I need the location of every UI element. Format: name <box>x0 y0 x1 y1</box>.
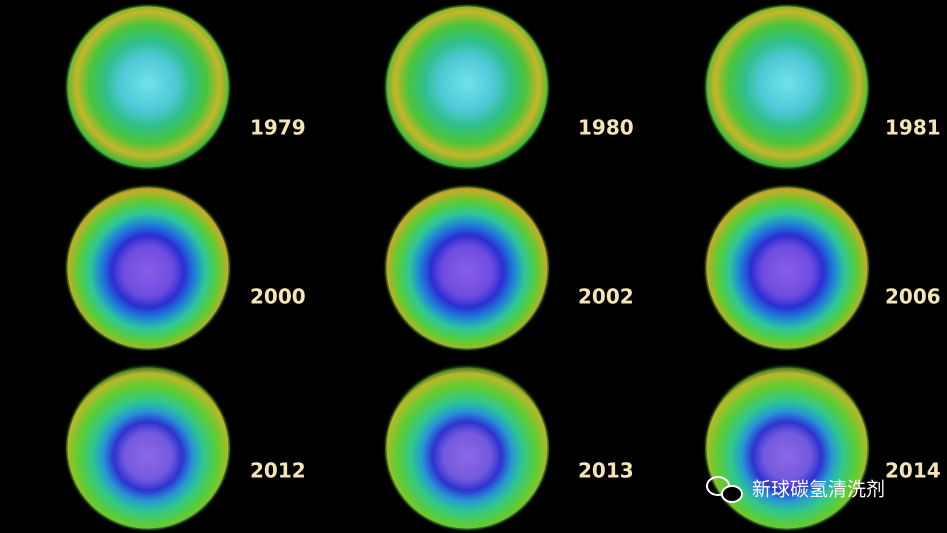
globe-shade <box>64 184 232 352</box>
globe <box>385 5 549 169</box>
year-label: 2006 <box>885 285 941 309</box>
globe <box>385 366 549 530</box>
year-label: 1979 <box>250 116 306 140</box>
globe <box>705 5 869 169</box>
year-label: 1981 <box>885 116 941 140</box>
year-label: 2013 <box>578 459 634 483</box>
globe-shade <box>703 364 871 532</box>
globe <box>66 186 230 350</box>
year-label: 2000 <box>250 285 306 309</box>
globe <box>66 366 230 530</box>
year-label: 2014 <box>885 459 941 483</box>
globe-shade <box>383 3 551 171</box>
globe-shade <box>703 184 871 352</box>
globe <box>66 5 230 169</box>
globe-shade <box>703 3 871 171</box>
year-label: 1980 <box>578 116 634 140</box>
year-label: 2012 <box>250 459 306 483</box>
globe <box>705 186 869 350</box>
globe <box>705 366 869 530</box>
watermark-icon <box>706 476 743 503</box>
watermark: 新球碳氢清洗剂 <box>752 479 885 501</box>
globe-shade <box>64 364 232 532</box>
globe <box>385 186 549 350</box>
year-label: 2002 <box>578 285 634 309</box>
globe-shade <box>64 3 232 171</box>
globe-shade <box>383 364 551 532</box>
globe-shade <box>383 184 551 352</box>
